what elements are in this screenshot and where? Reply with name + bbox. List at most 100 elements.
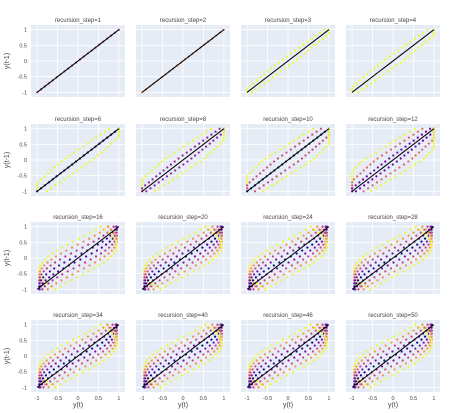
- data-point: [185, 362, 189, 365]
- data-point: [416, 243, 419, 246]
- data-point: [352, 178, 355, 181]
- data-point: [38, 288, 41, 291]
- data-point: [306, 344, 309, 347]
- data-point: [420, 338, 423, 341]
- data-point: [317, 341, 320, 344]
- data-point: [429, 240, 433, 243]
- data-point: [314, 145, 318, 148]
- data-point: [404, 145, 407, 148]
- data-point: [38, 377, 42, 380]
- data-point: [261, 359, 265, 362]
- data-point: [274, 249, 277, 252]
- data-point: [323, 335, 326, 338]
- data-point: [217, 341, 220, 344]
- data-point: [290, 264, 294, 267]
- data-point: [285, 243, 288, 246]
- data-point: [298, 255, 302, 258]
- data-point: [219, 347, 222, 350]
- data-point: [81, 246, 84, 249]
- data-point: [322, 243, 325, 246]
- data-point: [44, 374, 48, 377]
- data-point: [47, 255, 50, 258]
- data-point: [411, 344, 414, 347]
- reference-line: [351, 29, 435, 93]
- data-point: [430, 231, 433, 234]
- data-point: [166, 279, 169, 282]
- data-point: [409, 252, 412, 255]
- data-point: [418, 344, 421, 347]
- data-point: [423, 237, 427, 240]
- data-point: [154, 282, 157, 285]
- data-point: [404, 362, 407, 365]
- data-point: [392, 261, 395, 264]
- data-point: [432, 136, 435, 139]
- data-point: [383, 261, 386, 264]
- data-point: [292, 139, 296, 142]
- data-point: [110, 338, 113, 341]
- data-point: [69, 252, 73, 255]
- data-point: [107, 341, 110, 344]
- reference-line: [141, 29, 225, 93]
- data-point: [279, 70, 282, 73]
- data-point: [281, 338, 285, 341]
- data-point: [271, 353, 274, 356]
- data-point: [146, 279, 150, 282]
- data-point: [276, 276, 280, 279]
- x-tick-label: 0.5: [305, 396, 313, 402]
- data-point: [252, 264, 255, 267]
- data-point: [389, 142, 392, 145]
- data-point: [141, 184, 144, 187]
- data-point: [115, 246, 118, 249]
- data-point: [54, 184, 57, 187]
- data-point: [103, 255, 106, 258]
- data-point: [82, 240, 85, 243]
- data-point: [404, 329, 407, 332]
- data-point: [414, 225, 417, 228]
- data-point: [155, 267, 158, 270]
- data-point: [199, 160, 202, 163]
- data-point: [392, 359, 395, 362]
- data-point: [417, 46, 420, 49]
- data-point: [253, 356, 256, 359]
- data-point: [311, 127, 315, 130]
- data-point: [153, 190, 156, 193]
- data-point: [316, 347, 319, 350]
- x-tick-label: -1: [350, 396, 355, 402]
- data-point: [286, 374, 289, 377]
- data-point: [169, 356, 173, 359]
- data-point: [391, 67, 394, 70]
- data-point: [218, 237, 221, 240]
- data-point: [172, 350, 175, 353]
- data-point: [269, 359, 272, 362]
- data-point: [257, 288, 260, 291]
- data-point: [400, 148, 403, 151]
- data-point: [171, 243, 174, 246]
- data-point: [115, 237, 118, 240]
- data-point: [94, 255, 98, 258]
- data-point: [399, 267, 402, 270]
- data-point: [380, 178, 383, 181]
- data-point: [143, 270, 146, 273]
- data-point: [213, 335, 217, 338]
- data-point: [354, 282, 357, 285]
- data-point: [77, 270, 80, 273]
- data-point: [208, 246, 211, 249]
- data-point: [190, 350, 193, 353]
- data-point: [387, 273, 390, 276]
- data-point: [432, 34, 435, 37]
- data-point: [422, 243, 425, 246]
- data-point: [193, 255, 197, 258]
- y-tick-label: 1: [24, 28, 27, 34]
- data-point: [285, 175, 288, 178]
- data-point: [408, 142, 411, 145]
- data-point: [36, 181, 39, 184]
- data-point: [351, 184, 354, 187]
- data-point: [40, 267, 43, 270]
- data-point: [102, 359, 105, 362]
- data-point: [182, 359, 185, 362]
- data-point: [76, 276, 79, 279]
- data-point: [73, 261, 76, 264]
- data-point: [182, 335, 185, 338]
- data-point: [102, 234, 105, 237]
- data-point: [396, 151, 399, 154]
